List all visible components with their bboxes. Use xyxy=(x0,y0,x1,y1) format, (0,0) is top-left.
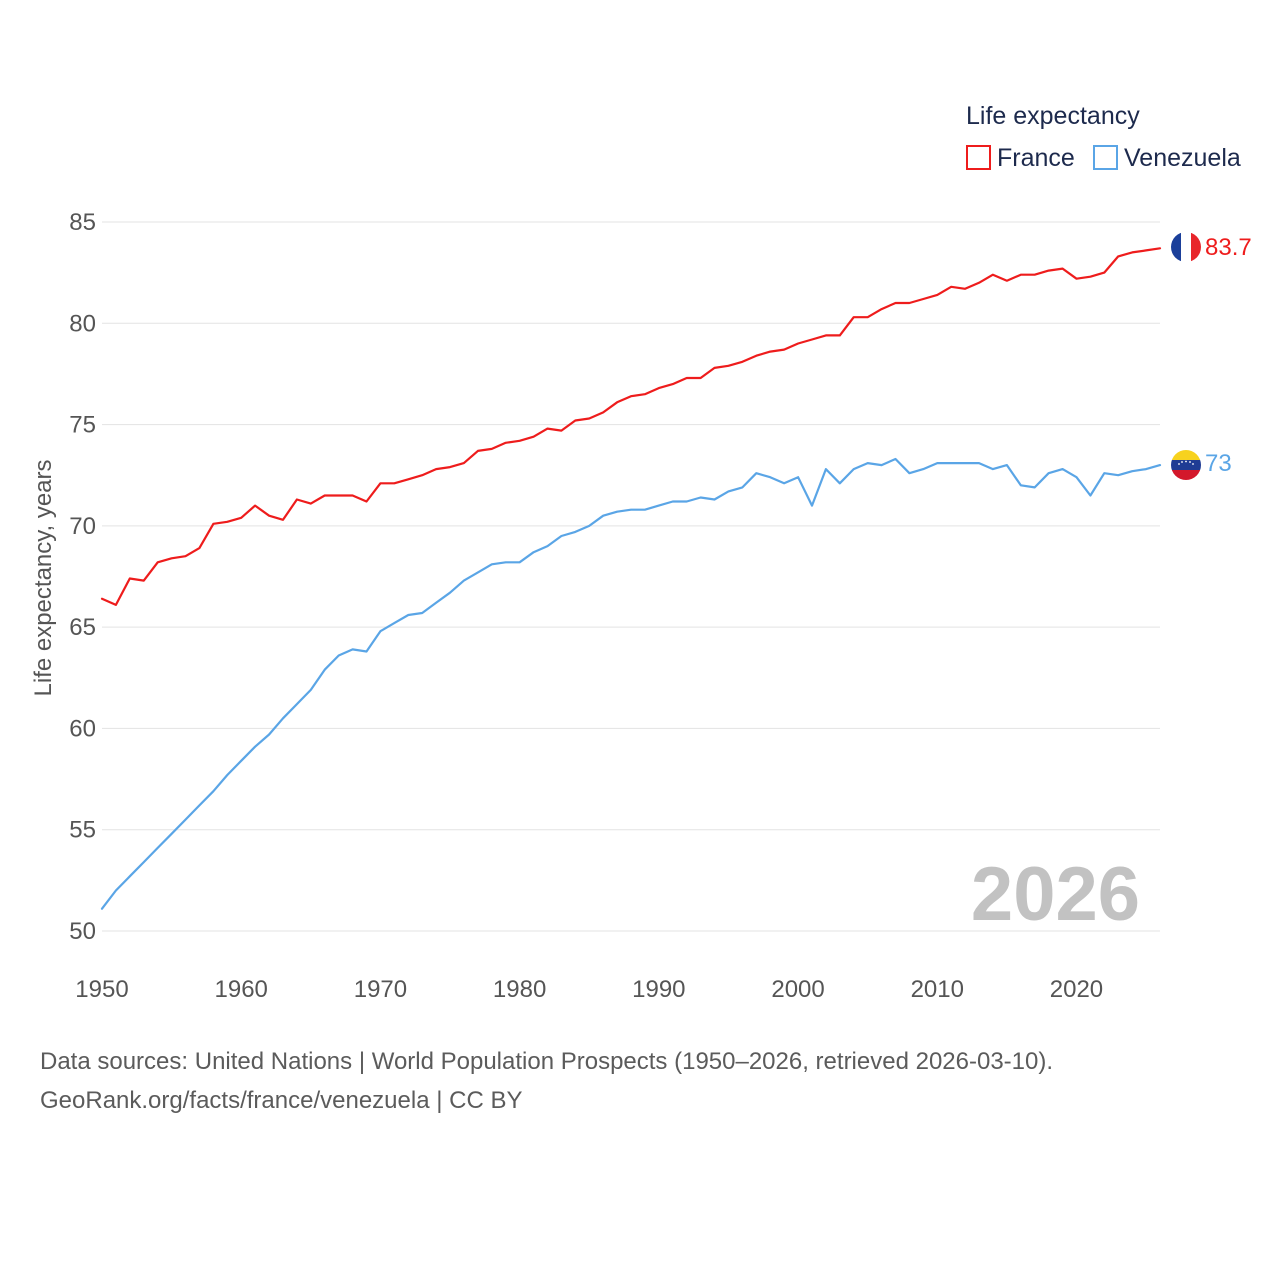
x-tick-label: 2020 xyxy=(1050,976,1103,1003)
x-tick-label: 1950 xyxy=(75,976,128,1003)
grid xyxy=(102,221,1160,932)
legend-item-france[interactable]: France xyxy=(966,144,1075,172)
y-axis-title: Life expectancy, years xyxy=(30,459,57,696)
y-tick-label: 65 xyxy=(69,614,96,641)
x-tick-label: 2010 xyxy=(911,976,964,1003)
legend-swatch-france xyxy=(966,145,991,170)
data-source-text: Data sources: United Nations | World Pop… xyxy=(40,1048,1054,1075)
y-tick-label: 70 xyxy=(69,513,96,540)
legend-label-venezuela: Venezuela xyxy=(1124,144,1241,172)
y-tick-label: 80 xyxy=(69,310,96,337)
legend-swatch-venezuela xyxy=(1093,145,1118,170)
x-tick-label: 1970 xyxy=(354,976,407,1003)
y-tick-label: 50 xyxy=(69,918,96,945)
series-line-france xyxy=(100,247,1162,607)
source-note: Data sources: United Nations | World Pop… xyxy=(40,1042,1053,1120)
x-tick-label: 1990 xyxy=(632,976,685,1003)
credit-link[interactable]: GeoRank.org/facts/france/venezuela | CC … xyxy=(40,1087,523,1114)
series xyxy=(100,247,1162,910)
x-tick-label: 1980 xyxy=(493,976,546,1003)
end-label-venezuela: 73 xyxy=(1205,450,1232,477)
france-flag-icon xyxy=(1171,232,1201,262)
y-tick-label: 55 xyxy=(69,817,96,844)
y-tick-label: 60 xyxy=(69,715,96,742)
end-label-france: 83.7 xyxy=(1205,234,1252,261)
series-line-venezuela xyxy=(100,457,1162,910)
y-tick-label: 75 xyxy=(69,412,96,439)
line-chart: Life expectancy France Venezuela Life ex… xyxy=(30,102,1252,1003)
axis-ticks: 50 55 60 65 70 75 80 85 1950 1960 1970 1980 1990 2000… xyxy=(69,209,1103,1003)
x-tick-label: 2000 xyxy=(771,976,824,1003)
x-tick-label: 1960 xyxy=(215,976,268,1003)
y-tick-label: 85 xyxy=(69,209,96,236)
year-watermark: 2026 xyxy=(971,852,1140,937)
legend-title: Life expectancy xyxy=(966,102,1140,130)
legend-item-venezuela[interactable]: Venezuela xyxy=(1093,144,1241,172)
venezuela-flag-icon xyxy=(1171,450,1201,480)
legend-label-france: France xyxy=(997,144,1075,172)
